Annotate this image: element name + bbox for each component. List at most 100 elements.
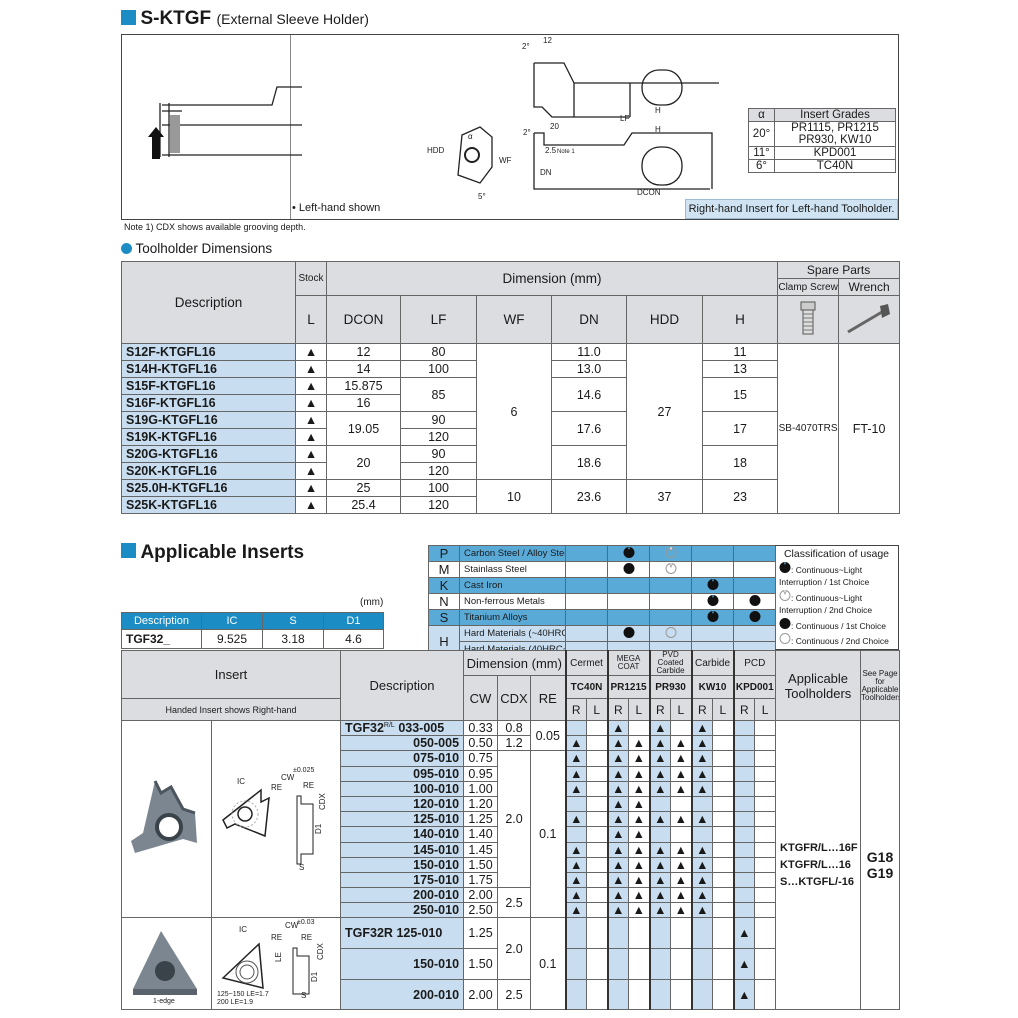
grade-availability (690, 795, 714, 813)
hand-col: R (606, 698, 630, 721)
clamp-screw-icon (777, 295, 840, 344)
usage-mark (649, 609, 692, 626)
grade-availability: ▲ (628, 826, 651, 843)
usage-filled-icon (623, 627, 634, 638)
grade-availability (586, 978, 609, 1011)
grade-availability: ▲ (606, 887, 630, 904)
grade-availability: ▲ (564, 765, 588, 782)
stock-mark: ▲ (295, 479, 327, 497)
grade-availability: ▲ (670, 871, 693, 889)
grade-availability (586, 780, 609, 797)
lf: 120 (400, 428, 477, 446)
cdx: 0.8 (497, 719, 532, 737)
grade-availability (586, 948, 609, 980)
grade-availability: ▲ (606, 826, 630, 843)
grade-availability: ▲ (690, 735, 714, 752)
arrow-up-icon (148, 127, 164, 159)
grade-availability (712, 719, 735, 737)
cw: 0.95 (463, 765, 499, 782)
grade-availability: ▲ (648, 735, 672, 752)
description: S20G-KTGFL16 (121, 445, 296, 463)
grade-availability (670, 948, 693, 980)
material-row: K Cast Iron (428, 577, 776, 594)
dcon: 15.875 (326, 377, 401, 395)
stock-mark: ▲ (295, 462, 327, 480)
hand-col: L (712, 698, 735, 721)
insert-drawing: IC CW ±0.03 RE RE LE CDX D1 S 125~150 LE=1.7 200 L… (210, 917, 342, 1011)
usage-open-icon (779, 633, 791, 644)
dcon: 19.05 (326, 411, 401, 446)
usage-mark (649, 593, 692, 610)
see-page-header: See Page for Applicable Toolholders (860, 650, 901, 721)
insert-dimension-table: Description IC S D1 TGF32_ 9.525 3.18 4.6 (121, 612, 384, 649)
grade-availability: ▲ (690, 871, 714, 889)
grade-name: KPD001 (732, 675, 777, 699)
grade-availability: ▲ (564, 902, 588, 919)
description: S19G-KTGFL16 (121, 411, 296, 429)
grade-availability (712, 826, 735, 843)
grade-availability (732, 811, 756, 828)
description: S16F-KTGFL16 (121, 394, 296, 412)
grade-availability: ▲ (690, 750, 714, 767)
clamp-screw: SB-4070TRS (777, 343, 840, 514)
grade-availability: ▲ (564, 871, 588, 889)
grade-availability (754, 750, 777, 767)
insert-description: TGF32R 125-010 (340, 917, 465, 950)
cw: 1.20 (463, 795, 499, 813)
grade-availability: ▲ (690, 719, 714, 737)
h: 18 (701, 445, 779, 480)
grade-availability (564, 948, 588, 980)
lf: 100 (400, 479, 477, 497)
usage-mark (565, 625, 608, 642)
insert-header: Insert (120, 650, 342, 699)
svg-text:CDX: CDX (316, 943, 325, 961)
material: Cast Iron (459, 577, 566, 594)
usage-open-notched-icon (665, 563, 676, 574)
svg-text:5°: 5° (478, 192, 486, 201)
grade-availability (670, 795, 693, 813)
grade-availability (606, 948, 630, 980)
grade-availability (586, 841, 609, 858)
grade-availability (648, 917, 672, 950)
hand-col: L (670, 698, 693, 721)
svg-text:Note 1: Note 1 (557, 149, 575, 155)
lf: 90 (400, 445, 477, 463)
grade-availability (732, 826, 756, 843)
applicable-toolholders: KTGFR/L…16F KTGFR/L…16 S…KTGFL/-16 (775, 719, 862, 1011)
svg-text:α: α (468, 132, 473, 141)
hand-col: R (690, 698, 714, 721)
section-marker-icon (121, 10, 136, 25)
dn: 14.6 (551, 377, 627, 412)
grade-availability: ▲ (732, 978, 756, 1011)
insert-description: 095-010 (340, 765, 465, 782)
usage-mark (649, 545, 692, 562)
cw: 2.00 (463, 887, 499, 904)
usage-filled-icon (749, 611, 760, 622)
grade-availability: ▲ (690, 780, 714, 797)
usage-mark (691, 593, 734, 610)
svg-text:D1: D1 (314, 823, 323, 834)
grade-availability (586, 719, 609, 737)
svg-text:IC: IC (239, 925, 247, 934)
grade-availability: ▲ (564, 780, 588, 797)
grade-availability: ▲ (690, 887, 714, 904)
grade-availability: ▲ (648, 811, 672, 828)
see-page[interactable]: G18 G19 (860, 719, 901, 1011)
grade-availability: ▲ (628, 811, 651, 828)
grade-availability (754, 887, 777, 904)
cdx-header: CDX (497, 675, 532, 721)
svg-text:HDD: HDD (427, 146, 445, 155)
insert-description: 150-010 (340, 948, 465, 980)
grade-availability: ▲ (670, 841, 693, 858)
grade-availability (754, 948, 777, 980)
grade-availability: ▲ (628, 871, 651, 889)
svg-text:LF: LF (620, 114, 629, 123)
rh-insert-note: Right-hand Insert for Left-hand Toolhold… (685, 199, 898, 219)
grade-availability: ▲ (628, 841, 651, 858)
svg-text:CDX: CDX (318, 792, 327, 810)
dcon: 20 (326, 445, 401, 480)
wf: 10 (476, 479, 552, 514)
section-heading: Toolholder Dimensions (121, 241, 272, 256)
svg-text:20: 20 (550, 122, 559, 131)
svg-text:±0.025: ±0.025 (293, 767, 314, 774)
